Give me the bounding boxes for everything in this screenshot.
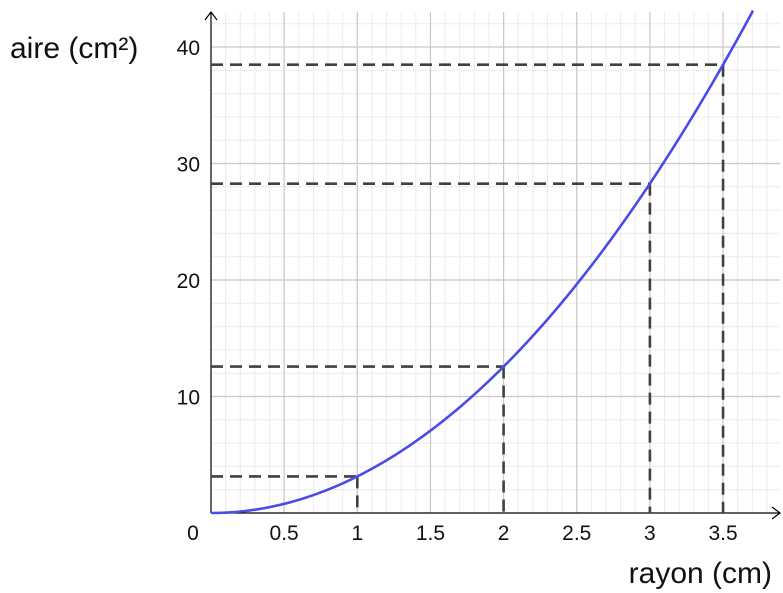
y-axis-title: aire (cm²) (10, 32, 138, 65)
area-curve (211, 9, 755, 515)
labels: aire (cm²) rayon (cm) 0 0.5 1 1.5 2 2.5 3 3.5 1… (10, 32, 772, 590)
x-axis-title: rayon (cm) (629, 557, 772, 590)
y-tick-label: 20 (177, 270, 200, 293)
x-tick-label: 3 (644, 522, 656, 545)
x-tick-label: 3.5 (708, 522, 737, 545)
y-tick-label: 10 (177, 387, 200, 410)
x-tick-label: 1.5 (416, 522, 445, 545)
x-tick-label: 1 (351, 522, 363, 545)
minor-grid (211, 12, 780, 513)
x-tick-label: 2.5 (562, 522, 591, 545)
y-tick-label: 40 (177, 37, 200, 60)
y-tick-label: 30 (177, 154, 200, 177)
axes (204, 11, 781, 520)
origin-label: 0 (187, 522, 199, 545)
x-tick-label: 2 (498, 522, 510, 545)
major-grid (211, 12, 780, 513)
x-axis-arrow (771, 506, 781, 520)
y-axis-arrow (204, 11, 218, 21)
guide-lines (211, 63, 725, 513)
series (211, 9, 755, 515)
x-tick-label: 0.5 (270, 522, 299, 545)
